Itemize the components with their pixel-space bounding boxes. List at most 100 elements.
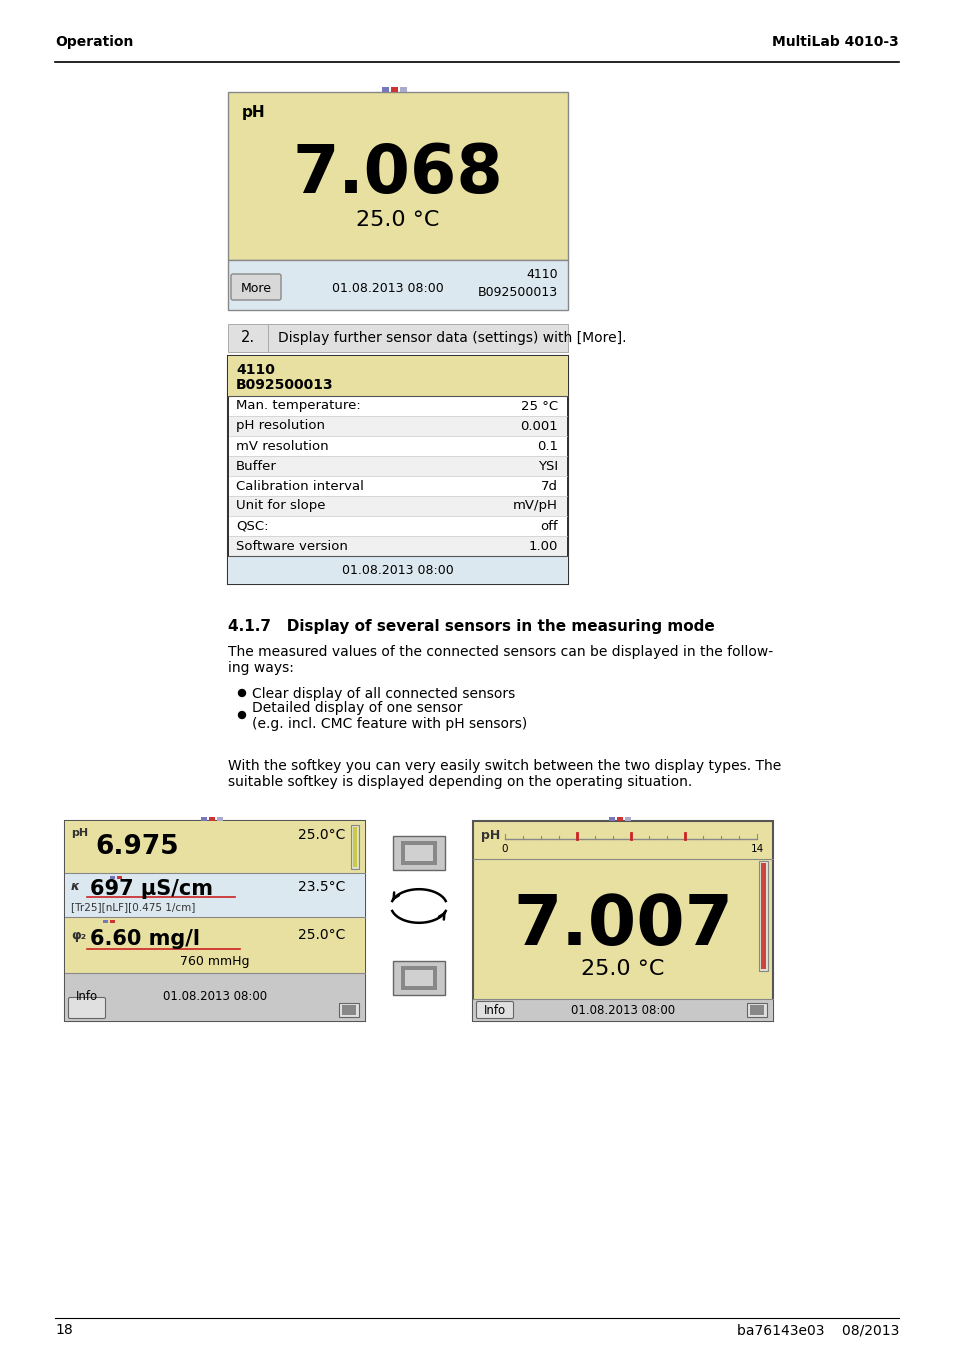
Bar xyxy=(65,917,365,973)
Text: Operation: Operation xyxy=(55,35,133,49)
Bar xyxy=(228,557,567,584)
FancyBboxPatch shape xyxy=(231,274,281,300)
Bar xyxy=(338,1002,358,1017)
Text: κ: κ xyxy=(71,881,80,893)
Text: Clear display of all connected sensors: Clear display of all connected sensors xyxy=(252,688,515,701)
Bar xyxy=(65,873,365,917)
Circle shape xyxy=(238,712,245,719)
Text: 18: 18 xyxy=(55,1323,72,1337)
Bar xyxy=(624,817,630,821)
Bar xyxy=(229,416,566,436)
Text: 25.0°C: 25.0°C xyxy=(297,828,345,842)
Text: pH: pH xyxy=(480,828,499,842)
Text: 25 °C: 25 °C xyxy=(520,400,558,412)
Bar xyxy=(65,973,365,1021)
Text: Calibration interval: Calibration interval xyxy=(235,480,363,493)
Bar xyxy=(65,821,365,1021)
Text: The measured values of the connected sensors can be displayed in the follow-
ing: The measured values of the connected sen… xyxy=(228,644,772,676)
Bar xyxy=(229,457,566,476)
Text: With the softkey you can very easily switch between the two display types. The
s: With the softkey you can very easily swi… xyxy=(228,759,781,789)
Text: 14: 14 xyxy=(750,844,762,854)
Bar xyxy=(341,1005,355,1015)
Bar xyxy=(110,920,115,923)
Text: Unit for slope: Unit for slope xyxy=(235,500,325,512)
Text: 01.08.2013 08:00: 01.08.2013 08:00 xyxy=(570,1004,675,1016)
Bar xyxy=(216,817,223,821)
Bar xyxy=(746,1002,766,1017)
Text: 697 μS/cm: 697 μS/cm xyxy=(90,880,213,898)
Text: 4110: 4110 xyxy=(526,269,558,281)
Text: 0.1: 0.1 xyxy=(537,439,558,453)
Text: 01.08.2013 08:00: 01.08.2013 08:00 xyxy=(342,563,454,577)
Bar xyxy=(353,827,356,867)
Text: B092500013: B092500013 xyxy=(235,378,334,392)
Bar xyxy=(117,875,122,880)
Text: B092500013: B092500013 xyxy=(477,285,558,299)
Bar xyxy=(228,259,567,309)
Bar xyxy=(381,86,389,92)
Text: 25.0 °C: 25.0 °C xyxy=(355,209,439,230)
Bar xyxy=(209,817,214,821)
Bar xyxy=(65,821,365,873)
Text: 6.60 mg/l: 6.60 mg/l xyxy=(90,929,200,948)
Text: 4.1.7   Display of several sensors in the measuring mode: 4.1.7 Display of several sensors in the … xyxy=(228,619,714,634)
Text: 6.975: 6.975 xyxy=(95,834,178,861)
Bar xyxy=(400,966,436,990)
Text: 01.08.2013 08:00: 01.08.2013 08:00 xyxy=(332,281,443,295)
Bar xyxy=(228,324,567,353)
Bar xyxy=(229,396,566,416)
Bar xyxy=(759,861,767,971)
Text: MultiLab 4010-3: MultiLab 4010-3 xyxy=(771,35,898,49)
Text: QSC:: QSC: xyxy=(235,520,268,532)
Text: Detailed display of one sensor
(e.g. incl. CMC feature with pH sensors): Detailed display of one sensor (e.g. inc… xyxy=(252,701,527,731)
Circle shape xyxy=(238,689,245,697)
Bar xyxy=(228,92,567,259)
Bar xyxy=(228,357,567,396)
Bar xyxy=(473,998,772,1021)
Bar xyxy=(351,825,358,869)
Bar xyxy=(201,817,207,821)
Text: Info: Info xyxy=(76,990,98,1004)
Bar xyxy=(103,920,108,923)
Bar xyxy=(473,821,772,1021)
Text: Man. temperature:: Man. temperature: xyxy=(235,400,360,412)
Bar xyxy=(608,817,615,821)
Text: 7d: 7d xyxy=(540,480,558,493)
FancyBboxPatch shape xyxy=(69,997,106,1019)
Bar xyxy=(229,436,566,457)
Bar xyxy=(405,844,433,861)
Bar xyxy=(760,863,765,969)
Text: mV resolution: mV resolution xyxy=(235,439,328,453)
Text: 25.0 °C: 25.0 °C xyxy=(580,959,664,979)
Bar xyxy=(228,357,567,584)
Bar xyxy=(405,970,433,986)
Text: 2.: 2. xyxy=(241,331,254,346)
Text: Info: Info xyxy=(483,1004,505,1016)
Text: More: More xyxy=(240,281,272,295)
FancyBboxPatch shape xyxy=(476,1001,513,1019)
Bar xyxy=(229,496,566,516)
Text: mV/pH: mV/pH xyxy=(513,500,558,512)
Bar xyxy=(391,86,397,92)
Bar xyxy=(393,961,444,994)
Text: 01.08.2013 08:00: 01.08.2013 08:00 xyxy=(163,990,267,1004)
Text: Software version: Software version xyxy=(235,539,348,553)
Text: 4110: 4110 xyxy=(235,363,274,377)
Text: [Tr25][nLF][0.475 1/cm]: [Tr25][nLF][0.475 1/cm] xyxy=(71,902,195,912)
Text: 7.007: 7.007 xyxy=(513,893,732,959)
Text: off: off xyxy=(539,520,558,532)
Bar xyxy=(749,1005,763,1015)
Text: 0: 0 xyxy=(501,844,508,854)
Text: 1.00: 1.00 xyxy=(528,539,558,553)
Text: 25.0°C: 25.0°C xyxy=(297,928,345,942)
Text: pH: pH xyxy=(71,828,88,838)
Text: YSI: YSI xyxy=(537,459,558,473)
Text: pH resolution: pH resolution xyxy=(235,420,325,432)
Bar xyxy=(229,516,566,536)
Text: Display further sensor data (settings) with [More].: Display further sensor data (settings) w… xyxy=(277,331,626,345)
Bar xyxy=(229,476,566,496)
Text: 23.5°C: 23.5°C xyxy=(297,880,345,894)
Text: φ₂: φ₂ xyxy=(71,928,86,942)
Text: 760 mmHg: 760 mmHg xyxy=(180,955,250,967)
Text: ba76143e03    08/2013: ba76143e03 08/2013 xyxy=(736,1323,898,1337)
